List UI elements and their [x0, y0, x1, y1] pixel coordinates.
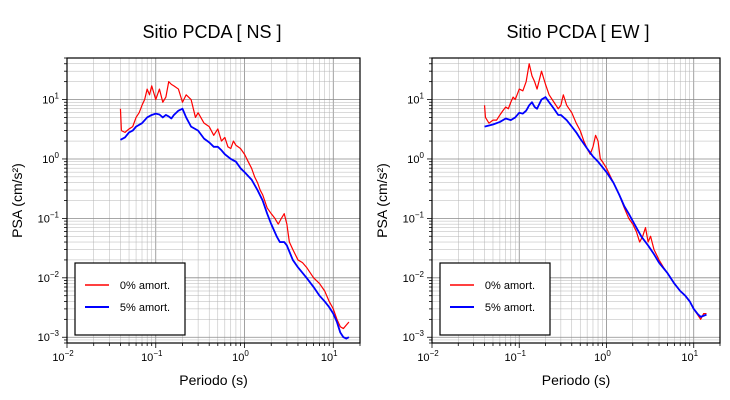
x-tick-label: 101 — [321, 349, 338, 364]
legend-entry: 0% amort. — [485, 280, 535, 292]
x-axis-label-ns: Periodo (s) — [179, 372, 247, 388]
legend-box — [74, 262, 186, 336]
y-axis-label-ew: PSA (cm/s²) — [374, 163, 390, 238]
chart-title-ns: Sitio PCDA [ NS ] — [142, 22, 281, 42]
chart-ew: 10−2 10−1 100 101 10−3 10−2 10−1 100 101 Sitio PC… — [374, 22, 721, 388]
legend-entry: 5% amort. — [120, 302, 170, 314]
y-tick-label: 10−1 — [38, 210, 60, 225]
x-tick-label: 10−1 — [505, 349, 527, 364]
chart-title-ew: Sitio PCDA [ EW ] — [506, 22, 649, 42]
x-tick-label: 100 — [232, 349, 249, 364]
y-tick-label: 101 — [42, 92, 59, 107]
x-axis-label-ew: Periodo (s) — [542, 372, 610, 388]
y-tick-label: 10−3 — [38, 329, 60, 344]
x-tick-label: 10−1 — [141, 349, 163, 364]
chart-ns: 10−2 10−1 100 101 10−3 10−2 10−1 100 101 Sitio PC… — [9, 22, 361, 388]
y-tick-label: 10−3 — [403, 329, 425, 344]
y-tick-label: 10−2 — [403, 270, 425, 285]
y-tick-label: 10−2 — [38, 270, 60, 285]
x-tick-label: 10−2 — [52, 349, 74, 364]
x-tick-label: 100 — [594, 349, 611, 364]
series-line-amort-5-ns — [120, 107, 350, 340]
x-tick-label: 101 — [681, 349, 698, 364]
legend-ew: 0% amort. 5% amort. — [439, 262, 551, 336]
x-tick-label: 10−2 — [417, 349, 439, 364]
y-tick-label: 10−1 — [403, 210, 425, 225]
legend-entry: 5% amort. — [485, 302, 535, 314]
series-line-amort-0-ns — [119, 81, 350, 330]
y-tick-label: 100 — [42, 151, 59, 166]
y-tick-label: 100 — [407, 151, 424, 166]
legend-box — [439, 262, 551, 336]
y-axis-label-ns: PSA (cm/s²) — [9, 163, 25, 238]
legend-entry: 0% amort. — [120, 280, 170, 292]
y-tick-label: 101 — [407, 92, 424, 107]
legend-ns: 0% amort. 5% amort. — [74, 262, 186, 336]
series-line-amort-5-ew — [484, 96, 707, 318]
